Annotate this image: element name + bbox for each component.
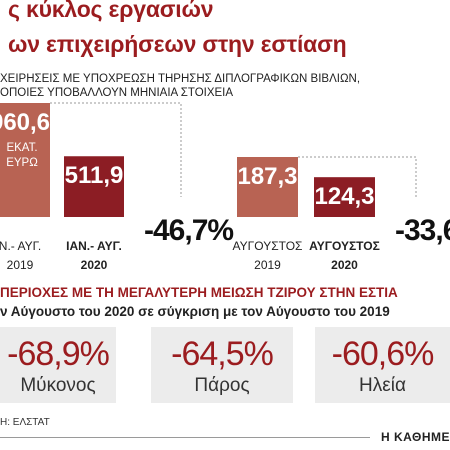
region-name: Πάρος [194,375,250,396]
subtitle-line-1: ΧΕΙΡΗΣΕΙΣ ΜΕ ΥΠΟΧΡΕΩΣΗ ΤΗΡΗΣΗΣ ΔΙΠΛΟΓΡΑΦ… [0,73,361,85]
region-card-mykonos: -68,9% Μύκονος [0,327,116,403]
region-value: -60,6% [331,335,435,373]
category-label-line2: 2019 [254,258,281,272]
bar-2-2 [314,177,375,217]
footer-divider [0,437,370,438]
region-card-paros: -64,5% Πάρος [151,327,293,403]
region-name: Ηλεία [359,375,406,396]
category-label-line1: ΑΥΓΟΥΣΤΟΣ [309,239,380,253]
title-line-2: ων επιχειρήσεων στην εστίαση [8,31,347,57]
category-label-line1: Ν.- ΑΥΓ. [0,239,41,253]
change-percentage: -33,6 [395,214,450,247]
region-card-ileia: -60,6% Ηλεία [315,327,450,403]
title-line-1: ς κύκλος εργασιών [8,0,214,22]
region-value: -68,9% [7,335,110,373]
bar-value-label: 124,3 [314,183,374,210]
bar-2-1 [237,157,298,217]
bar-value-label: 511,9 [65,162,124,189]
source-note: Η: ΕΛΣΤΑΤ [0,417,50,428]
bar-value-label: 960,6 [0,109,50,136]
change-percentage: -46,7% [144,214,233,247]
unit-label: ΕΚΑΤ. [6,142,37,154]
unit-label: ΕΥΡΩ [6,157,38,169]
brand-logo: Η ΚΑΘΗΜΕ [380,430,450,444]
regions-subtitle: ν Αύγουστο του 2020 σε σύγκριση με τον Α… [0,304,390,319]
regions-title: ΠΕΡΙΟΧΕΣ ΜΕ ΤΗ ΜΕΓΑΛΥΤΕΡΗ ΜΕΙΩΣΗ ΤΖΙΡΟΥ … [0,285,398,300]
region-name: Μύκονος [20,375,96,396]
region-value: -64,5% [171,335,274,373]
bar-charts: 960,6 Ν.- ΑΥΓ. 2019 511,9 ΙΑΝ.- ΑΥΓ. 2020 ΕΚΑΤ… [0,102,450,272]
subtitle-line-2: ΟΠΟΙΕΣ ΥΠΟΒΑΛΛΟΥΝ ΜΗΝΙΑΙΑ ΣΤΟΙΧΕΙΑ [0,87,234,99]
bar-1-2 [64,156,124,217]
category-label-line1: ΙΑΝ.- ΑΥΓ. [66,239,122,253]
change-connector [298,156,417,197]
bar-1-1 [0,103,50,217]
category-label-line2: 2019 [7,258,34,272]
category-label-line1: ΑΥΓΟΥΣΤΟΣ [233,239,303,253]
category-label-line2: 2020 [331,258,358,272]
bar-value-label: 187,3 [237,163,297,190]
category-label-line2: 2020 [81,258,108,272]
change-connector [50,102,182,197]
